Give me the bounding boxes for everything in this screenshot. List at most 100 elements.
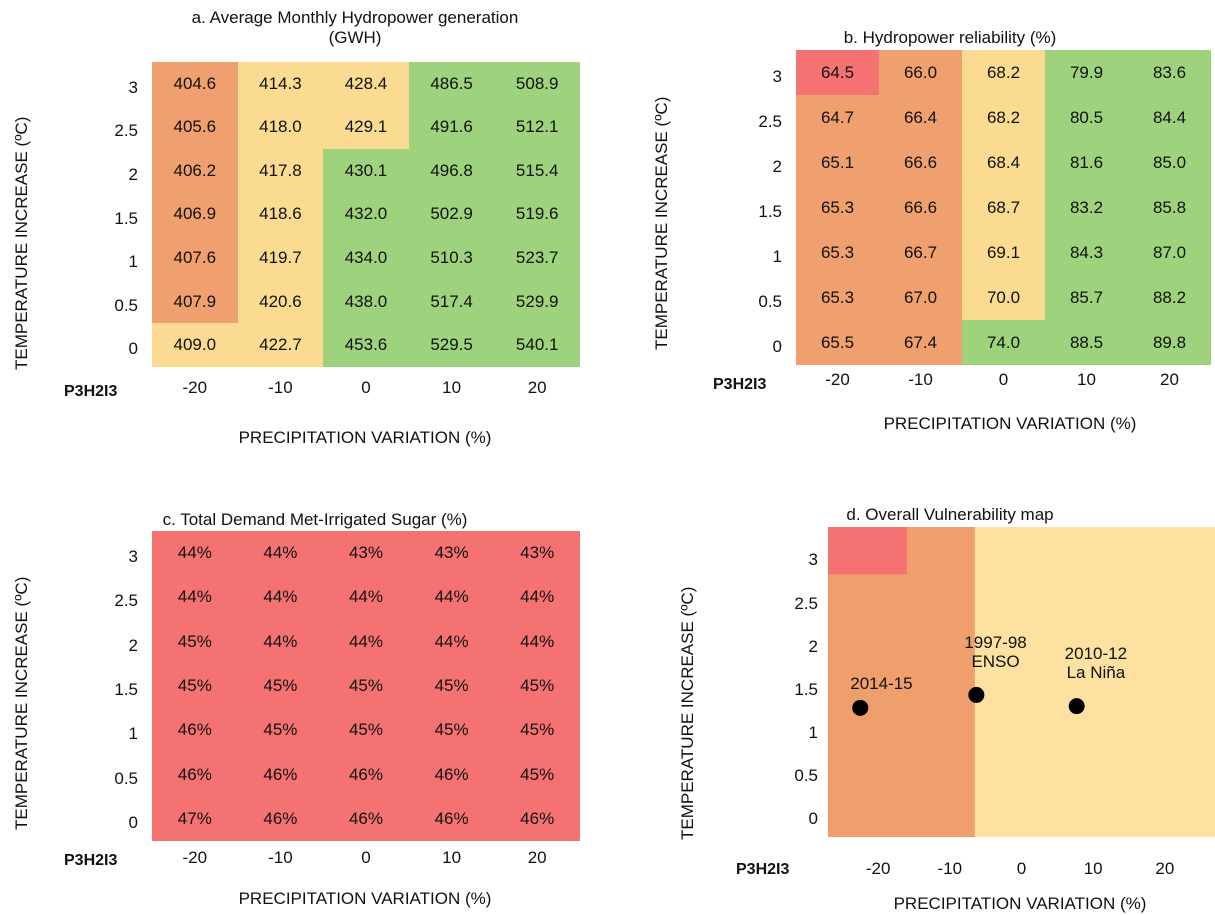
- heatmap-cell: 418.6: [237, 192, 324, 237]
- x-tick-label: 0: [361, 378, 371, 397]
- heatmap-cell: 486.5: [408, 62, 495, 106]
- x-tick-label: 10: [1077, 370, 1096, 389]
- heatmap-cell: 529.9: [494, 279, 580, 324]
- heatmap-cell: 45%: [408, 663, 495, 709]
- heatmap-cell: 428.4: [323, 62, 409, 106]
- heatmap-cell: 74.0: [962, 320, 1045, 365]
- x-tick-label: 20: [1155, 859, 1175, 878]
- heatmap-cell: 64.7: [796, 95, 879, 140]
- heatmap-cell: 68.2: [962, 50, 1045, 95]
- heatmap-cell: 409.0: [152, 323, 238, 367]
- heatmap-cell: 496.8: [408, 149, 495, 193]
- y-tick-label: 0.5: [794, 765, 818, 785]
- heatmap-cell: 453.6: [323, 323, 409, 367]
- heatmap-cell: 65.3: [796, 185, 879, 230]
- event-label: 2014-15: [850, 674, 912, 693]
- heatmap-cell: 44%: [152, 575, 238, 620]
- heatmap-cell: 45%: [237, 708, 324, 753]
- heatmap-cell: 512.1: [494, 105, 580, 150]
- heatmap-cell: 89.8: [1128, 320, 1211, 365]
- heatmap-cell: 45%: [323, 708, 409, 753]
- panel-d-ylabel: TEMPERATURE INCREASE (ºC): [678, 586, 697, 840]
- heatmap-cell: 46%: [237, 752, 324, 797]
- heatmap-cell: 420.6: [237, 279, 324, 324]
- heatmap-cell: 491.6: [408, 105, 495, 150]
- heatmap-cell: 68.7: [962, 185, 1045, 230]
- y-tick-label: 3: [772, 66, 782, 86]
- heatmap-cell: 69.1: [962, 230, 1045, 275]
- heatmap-cell: 45%: [237, 663, 324, 709]
- y-tick-label: 1: [128, 724, 138, 744]
- heatmap-cell: 432.0: [323, 192, 409, 237]
- panel-c-scenario-label: P3H2I3: [64, 852, 118, 869]
- y-tick-label: 2: [128, 635, 138, 655]
- x-tick-label: -20: [825, 370, 850, 389]
- heatmap-cell: 438.0: [323, 279, 409, 324]
- heatmap-cell: 84.4: [1128, 95, 1211, 140]
- panel-c-title: c. Total Demand Met-Irrigated Sugar (%): [162, 510, 468, 529]
- panel-d-title: d. Overall Vulnerability map: [846, 505, 1054, 524]
- y-tick-label: 1.5: [794, 679, 818, 699]
- heatmap-cell: 419.7: [237, 236, 324, 280]
- x-tick-label: 10: [1083, 859, 1103, 878]
- x-tick-label: 20: [1160, 370, 1179, 389]
- vulnerability-region: [828, 527, 907, 575]
- heatmap-cell: 67.4: [879, 320, 962, 365]
- y-tick-label: 2: [772, 156, 782, 176]
- heatmap-cell: 64.5: [796, 50, 879, 95]
- heatmap-cell: 88.5: [1045, 320, 1128, 365]
- heatmap-cell: 68.4: [962, 140, 1045, 185]
- panel-b-ylabel: TEMPERATURE INCREASE (ºC): [652, 96, 671, 350]
- event-label-line2: ENSO: [971, 651, 1020, 671]
- event-point: [1068, 698, 1085, 715]
- panel-a-title: a. Average Monthly Hydropower generation…: [191, 8, 519, 47]
- x-tick-label: -10: [268, 378, 293, 397]
- event-label-line2: La Niña: [1066, 663, 1126, 683]
- event-label-line1: 2010-12: [1064, 644, 1128, 664]
- heatmap-cell: 67.0: [879, 275, 962, 320]
- heatmap-cell: 46%: [323, 752, 409, 797]
- heatmap-cell: 44%: [323, 575, 409, 620]
- y-tick-label: 3: [128, 77, 138, 97]
- y-tick-label: 0.5: [114, 768, 138, 788]
- heatmap-cell: 45%: [323, 663, 409, 709]
- heatmap-cell: 418.0: [237, 105, 324, 150]
- heatmap-cell: 45%: [152, 619, 238, 664]
- y-tick-label: 2.5: [114, 121, 138, 141]
- heatmap-cell: 508.9: [494, 62, 580, 106]
- heatmap-cell: 430.1: [323, 149, 409, 193]
- heatmap-cell: 46%: [323, 796, 409, 841]
- heatmap-cell: 66.6: [879, 185, 962, 230]
- vulnerability-region: [828, 527, 975, 837]
- panel-c-heatmap: 44% 44% 43% 43% 43% 44% 44% 44% 44% 44% 45% 44% 44% 4…: [152, 531, 580, 841]
- heatmap-cell: 406.9: [152, 192, 238, 237]
- heatmap-cell: 85.0: [1128, 140, 1211, 185]
- heatmap-cell: 47%: [152, 796, 238, 841]
- heatmap-cell: 70.0: [962, 275, 1045, 320]
- heatmap-cell: 66.0: [879, 50, 962, 95]
- heatmap-cell: 414.3: [237, 62, 324, 106]
- panel-d-plot: [828, 527, 1215, 837]
- x-tick-label: -10: [937, 859, 963, 878]
- heatmap-cell: 406.2: [152, 149, 238, 193]
- panel-c-xlabel: PRECIPITATION VARIATION (%): [238, 889, 492, 908]
- heatmap-cell: 85.8: [1128, 185, 1211, 230]
- heatmap-cell: 79.9: [1045, 50, 1128, 95]
- heatmap-cell: 429.1: [323, 105, 409, 150]
- heatmap-cell: 87.0: [1128, 230, 1211, 275]
- y-tick-label: 0: [128, 812, 138, 832]
- heatmap-cell: 65.5: [796, 320, 879, 365]
- heatmap-cell: 45%: [494, 752, 580, 797]
- y-tick-label: 0: [808, 808, 818, 828]
- heatmap-cell: 44%: [237, 575, 324, 620]
- x-tick-label: 10: [442, 848, 462, 867]
- y-tick-label: 2: [128, 164, 138, 184]
- heatmap-cell: 45%: [494, 708, 580, 753]
- event-label: 1997-98 ENSO: [964, 633, 1026, 671]
- event-point: [968, 686, 985, 703]
- heatmap-cell: 46%: [494, 796, 580, 841]
- heatmap-cell: 46%: [408, 796, 495, 841]
- x-tick-label: -20: [182, 378, 208, 397]
- x-tick-label: 0: [998, 370, 1009, 389]
- heatmap-cell: 44%: [237, 619, 324, 664]
